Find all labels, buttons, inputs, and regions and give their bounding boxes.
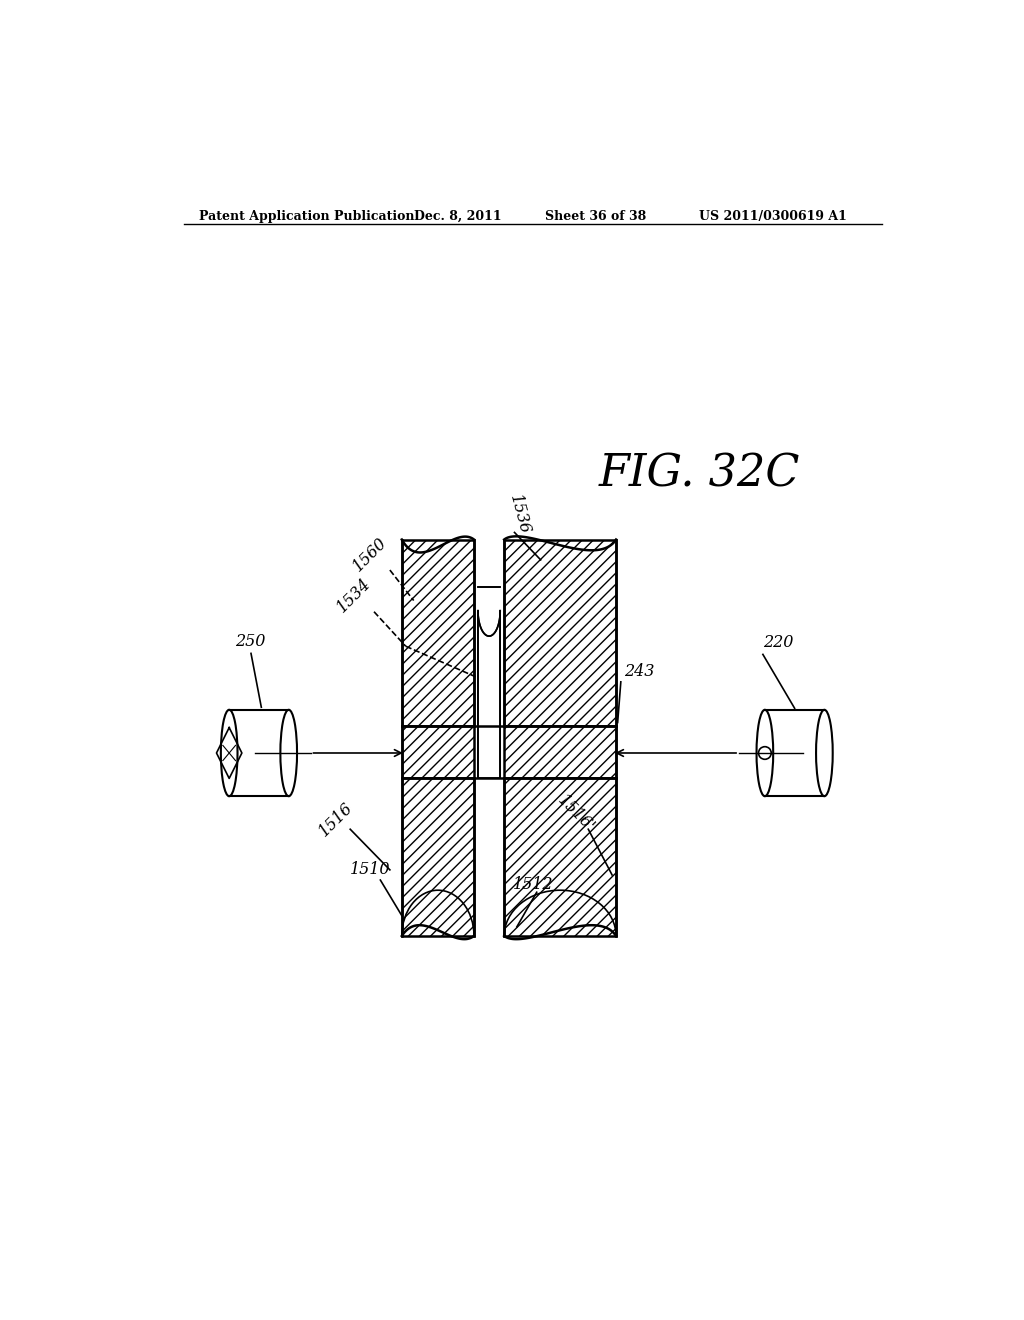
Ellipse shape xyxy=(221,710,238,796)
Text: FIG. 32C: FIG. 32C xyxy=(599,451,800,495)
Text: 1510: 1510 xyxy=(350,862,390,878)
Circle shape xyxy=(759,747,771,759)
Text: Patent Application Publication: Patent Application Publication xyxy=(200,210,415,223)
Bar xyxy=(504,540,616,726)
Ellipse shape xyxy=(281,710,297,796)
Text: 1512: 1512 xyxy=(512,875,553,892)
Text: 220: 220 xyxy=(763,634,794,651)
Text: US 2011/0300619 A1: US 2011/0300619 A1 xyxy=(699,210,847,223)
Bar xyxy=(765,710,824,796)
Bar xyxy=(401,726,474,779)
Text: 1516: 1516 xyxy=(315,799,356,840)
Ellipse shape xyxy=(816,710,833,796)
Text: 250: 250 xyxy=(236,632,265,649)
Bar xyxy=(401,540,474,726)
Text: 1536: 1536 xyxy=(506,492,532,536)
Bar xyxy=(478,611,500,779)
Bar xyxy=(401,779,474,936)
Text: 1560: 1560 xyxy=(350,535,390,576)
Ellipse shape xyxy=(757,710,773,796)
Text: 1516': 1516' xyxy=(555,792,598,836)
Text: Dec. 8, 2011: Dec. 8, 2011 xyxy=(414,210,502,223)
Bar xyxy=(504,726,616,779)
Bar xyxy=(504,779,616,936)
Text: 1534: 1534 xyxy=(334,576,375,616)
Text: 243: 243 xyxy=(624,663,654,680)
Bar xyxy=(229,710,289,796)
Text: Sheet 36 of 38: Sheet 36 of 38 xyxy=(545,210,646,223)
Bar xyxy=(478,540,500,779)
